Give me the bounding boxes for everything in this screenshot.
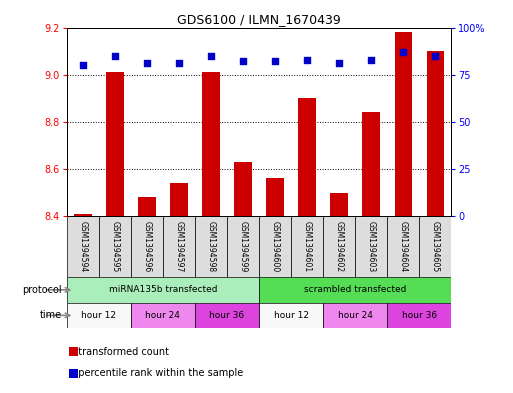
Text: GSM1394605: GSM1394605	[431, 221, 440, 272]
Bar	[234, 162, 252, 216]
Bar	[259, 303, 323, 328]
Point	[111, 53, 119, 59]
Bar	[195, 216, 227, 277]
Bar	[202, 72, 220, 216]
Bar	[67, 216, 98, 277]
Point	[78, 62, 87, 68]
Bar	[387, 216, 420, 277]
Text: GSM1394594: GSM1394594	[78, 221, 87, 272]
Point	[271, 58, 279, 64]
Text: hour 12: hour 12	[81, 311, 116, 320]
Bar	[363, 112, 380, 216]
Text: GSM1394595: GSM1394595	[110, 221, 120, 272]
Text: protocol: protocol	[22, 285, 62, 295]
Bar	[323, 216, 355, 277]
Bar	[259, 277, 451, 303]
Bar	[387, 303, 451, 328]
Bar	[98, 216, 131, 277]
Bar	[195, 303, 259, 328]
Bar	[131, 303, 195, 328]
Text: time: time	[40, 310, 62, 320]
Text: hour 36: hour 36	[209, 311, 245, 320]
Text: GSM1394603: GSM1394603	[367, 221, 376, 272]
Text: GSM1394599: GSM1394599	[239, 221, 248, 272]
Bar	[74, 214, 91, 216]
Point	[207, 53, 215, 59]
Point	[303, 57, 311, 63]
Text: GSM1394600: GSM1394600	[270, 221, 280, 272]
Bar	[67, 303, 131, 328]
Text: GSM1394597: GSM1394597	[174, 221, 184, 272]
Text: GSM1394602: GSM1394602	[334, 221, 344, 272]
Bar	[323, 303, 387, 328]
Bar	[163, 216, 195, 277]
Bar	[259, 216, 291, 277]
Bar	[394, 32, 412, 216]
Bar	[299, 98, 316, 216]
Text: miRNA135b transfected: miRNA135b transfected	[109, 285, 217, 294]
Bar	[170, 183, 188, 216]
Text: hour 12: hour 12	[273, 311, 309, 320]
Text: percentile rank within the sample: percentile rank within the sample	[72, 368, 243, 378]
Point	[239, 58, 247, 64]
Point	[431, 53, 440, 59]
Text: hour 36: hour 36	[402, 311, 437, 320]
Bar	[227, 216, 259, 277]
Text: GSM1394601: GSM1394601	[303, 221, 312, 272]
Text: scrambled transfected: scrambled transfected	[304, 285, 406, 294]
Bar	[291, 216, 323, 277]
Point	[143, 60, 151, 66]
Point	[399, 49, 407, 55]
Bar	[266, 178, 284, 216]
Point	[335, 60, 343, 66]
Bar	[427, 51, 444, 216]
Bar	[67, 277, 259, 303]
Text: GSM1394604: GSM1394604	[399, 221, 408, 272]
Text: GSM1394598: GSM1394598	[206, 221, 215, 272]
Title: GDS6100 / ILMN_1670439: GDS6100 / ILMN_1670439	[177, 13, 341, 26]
Text: hour 24: hour 24	[338, 311, 372, 320]
Bar	[330, 193, 348, 216]
Point	[175, 60, 183, 66]
Text: GSM1394596: GSM1394596	[142, 221, 151, 272]
Text: transformed count: transformed count	[72, 347, 169, 357]
Bar	[138, 197, 155, 216]
Bar	[106, 72, 124, 216]
Bar	[131, 216, 163, 277]
Bar	[355, 216, 387, 277]
Point	[367, 57, 376, 63]
Bar	[420, 216, 451, 277]
Text: hour 24: hour 24	[146, 311, 180, 320]
